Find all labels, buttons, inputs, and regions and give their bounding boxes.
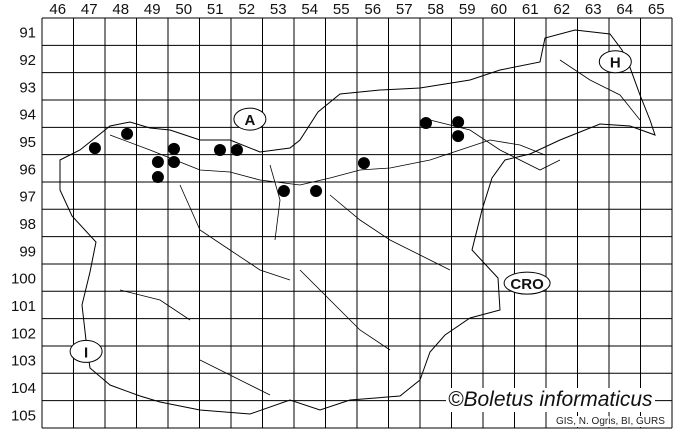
record-dot bbox=[277, 184, 290, 197]
column-label: 57 bbox=[396, 1, 413, 18]
country-label: A bbox=[244, 112, 255, 129]
column-label: 51 bbox=[207, 1, 224, 18]
row-label: 105 bbox=[11, 407, 36, 424]
column-label: 50 bbox=[175, 1, 192, 18]
record-dot bbox=[452, 130, 465, 143]
record-dot bbox=[452, 116, 465, 129]
column-label: 61 bbox=[522, 1, 539, 18]
column-label: 53 bbox=[270, 1, 287, 18]
row-label: 97 bbox=[19, 189, 36, 206]
country-label: H bbox=[610, 55, 621, 72]
row-label: 101 bbox=[11, 298, 36, 315]
column-label: 54 bbox=[301, 1, 318, 18]
column-label: 63 bbox=[585, 1, 602, 18]
country-label-ellipse bbox=[69, 339, 103, 363]
axis-labels: 46 47 48 49 50 51 52 53 54 55 56 57 58 59 60 61 62 63 64 65… bbox=[11, 1, 665, 424]
row-label: 99 bbox=[19, 243, 36, 260]
record-dot bbox=[357, 157, 370, 170]
country-border bbox=[59, 29, 656, 415]
column-label: 56 bbox=[364, 1, 381, 18]
row-label: 94 bbox=[19, 107, 36, 124]
record-dot bbox=[310, 184, 323, 197]
column-label: 64 bbox=[616, 1, 633, 18]
column-label: 52 bbox=[238, 1, 255, 18]
column-label: 46 bbox=[49, 1, 66, 18]
record-dot bbox=[151, 156, 164, 169]
row-label: 103 bbox=[11, 353, 36, 370]
column-label: 47 bbox=[81, 1, 98, 18]
row-label: 95 bbox=[19, 134, 36, 151]
column-label: 60 bbox=[490, 1, 507, 18]
column-label: 59 bbox=[459, 1, 476, 18]
country-label-ellipse bbox=[233, 107, 267, 131]
grid bbox=[41, 17, 673, 429]
record-dot bbox=[230, 144, 243, 157]
row-label: 104 bbox=[11, 380, 36, 397]
country-labels: A H CRO I bbox=[69, 50, 632, 363]
record-dot bbox=[121, 127, 134, 140]
row-label: 98 bbox=[19, 216, 36, 233]
row-label: 91 bbox=[19, 25, 36, 42]
row-label: 100 bbox=[11, 271, 36, 288]
column-label: 55 bbox=[333, 1, 350, 18]
column-label: 65 bbox=[648, 1, 665, 18]
row-label: 93 bbox=[19, 79, 36, 96]
copyright-credit: ©Boletus informaticus bbox=[446, 388, 655, 412]
row-label: 92 bbox=[19, 52, 36, 69]
row-label: 96 bbox=[19, 161, 36, 178]
record-dot bbox=[151, 171, 164, 184]
records bbox=[88, 116, 465, 197]
record-dot bbox=[167, 142, 180, 155]
country-label: I bbox=[84, 344, 88, 361]
row-label: 102 bbox=[11, 325, 36, 342]
record-dot bbox=[88, 142, 101, 155]
column-label: 48 bbox=[112, 1, 129, 18]
record-dot bbox=[167, 156, 180, 169]
data-source: GIS, N. Ogris, BI, GURS bbox=[554, 416, 667, 427]
country-label: CRO bbox=[510, 276, 544, 293]
country-label-ellipse bbox=[503, 271, 551, 295]
record-dot bbox=[419, 116, 432, 129]
country-label-ellipse bbox=[598, 50, 632, 74]
column-label: 58 bbox=[427, 1, 444, 18]
column-label: 49 bbox=[144, 1, 161, 18]
record-dot bbox=[213, 144, 226, 157]
column-label: 62 bbox=[553, 1, 570, 18]
